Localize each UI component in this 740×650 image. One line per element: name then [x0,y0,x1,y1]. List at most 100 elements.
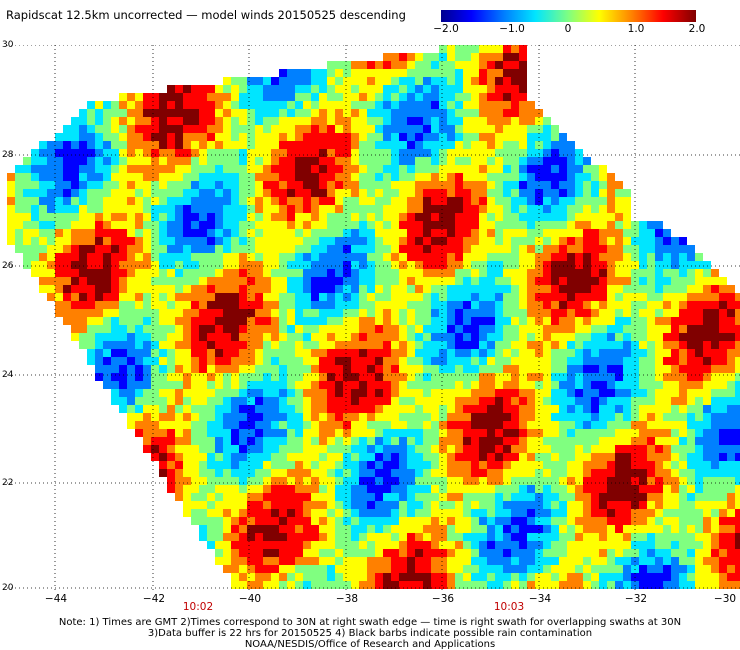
wind-cell [447,245,455,253]
wind-cell [455,237,463,245]
wind-cell [159,245,167,253]
wind-cell [319,141,327,149]
wind-cell [367,285,375,293]
wind-cell [727,557,735,565]
wind-cell [695,445,703,453]
wind-cell [303,357,311,365]
wind-cell [671,397,679,405]
wind-cell [119,117,127,125]
wind-cell [527,349,535,357]
wind-cell [247,565,255,573]
wind-cell [351,549,359,557]
wind-cell [239,373,247,381]
wind-cell [615,509,623,517]
wind-cell [463,109,471,117]
wind-cell [191,421,199,429]
wind-cell [343,293,351,301]
wind-cell [231,229,239,237]
wind-cell [183,157,191,165]
wind-cell [215,533,223,541]
wind-cell [687,285,695,293]
wind-cell [95,293,103,301]
wind-cell [111,173,119,181]
wind-cell [327,421,335,429]
wind-cell [559,325,567,333]
wind-cell [695,421,703,429]
wind-cell [335,429,343,437]
wind-cell [303,125,311,133]
colorbar-tick-label: −1.0 [499,23,525,35]
wind-cell [655,341,663,349]
wind-cell [447,229,455,237]
wind-cell [391,253,399,261]
wind-cell [415,477,423,485]
wind-cell [399,429,407,437]
wind-cell [95,357,103,365]
wind-cell [287,141,295,149]
wind-cell [255,453,263,461]
wind-cell [487,77,495,85]
wind-cell [127,357,135,365]
wind-cell [679,453,687,461]
wind-cell [39,189,47,197]
wind-cell [215,365,223,373]
wind-cell [215,485,223,493]
wind-cell [623,549,631,557]
wind-cell [255,365,263,373]
wind-cell [279,397,287,405]
wind-cell [447,525,455,533]
wind-cell [719,357,727,365]
wind-cell [503,45,511,53]
wind-cell [575,541,583,549]
wind-cell [143,437,151,445]
wind-cell [503,277,511,285]
wind-cell [359,253,367,261]
wind-cell [391,93,399,101]
wind-cell [647,445,655,453]
wind-cell [215,213,223,221]
wind-cell [327,469,335,477]
wind-cell [463,285,471,293]
wind-cell [575,453,583,461]
wind-cell [615,477,623,485]
wind-cell [247,525,255,533]
wind-cell [303,509,311,517]
wind-cell [87,205,95,213]
wind-cell [215,557,223,565]
wind-cell [215,461,223,469]
wind-cell [31,165,39,173]
wind-cell [607,413,615,421]
wind-cell [79,221,87,229]
wind-cell [223,413,231,421]
wind-cell [447,509,455,517]
wind-cell [511,333,519,341]
wind-cell [415,317,423,325]
wind-cell [543,405,551,413]
wind-cell [207,525,215,533]
wind-cell [279,69,287,77]
wind-cell [359,541,367,549]
wind-cell [239,581,247,589]
wind-cell [463,93,471,101]
wind-cell [111,117,119,125]
wind-cell [391,325,399,333]
wind-cell [663,325,671,333]
wind-cell [183,373,191,381]
wind-cell [639,237,647,245]
wind-cell [175,421,183,429]
wind-cell [167,373,175,381]
wind-cell [279,125,287,133]
wind-cell [519,509,527,517]
wind-cell [439,565,447,573]
wind-cell [487,229,495,237]
wind-cell [311,421,319,429]
wind-cell [335,245,343,253]
wind-cell [527,293,535,301]
wind-cell [503,549,511,557]
wind-cell [679,405,687,413]
wind-cell [559,317,567,325]
wind-cell [519,85,527,93]
wind-cell [527,501,535,509]
wind-cell [671,485,679,493]
wind-cell [287,173,295,181]
